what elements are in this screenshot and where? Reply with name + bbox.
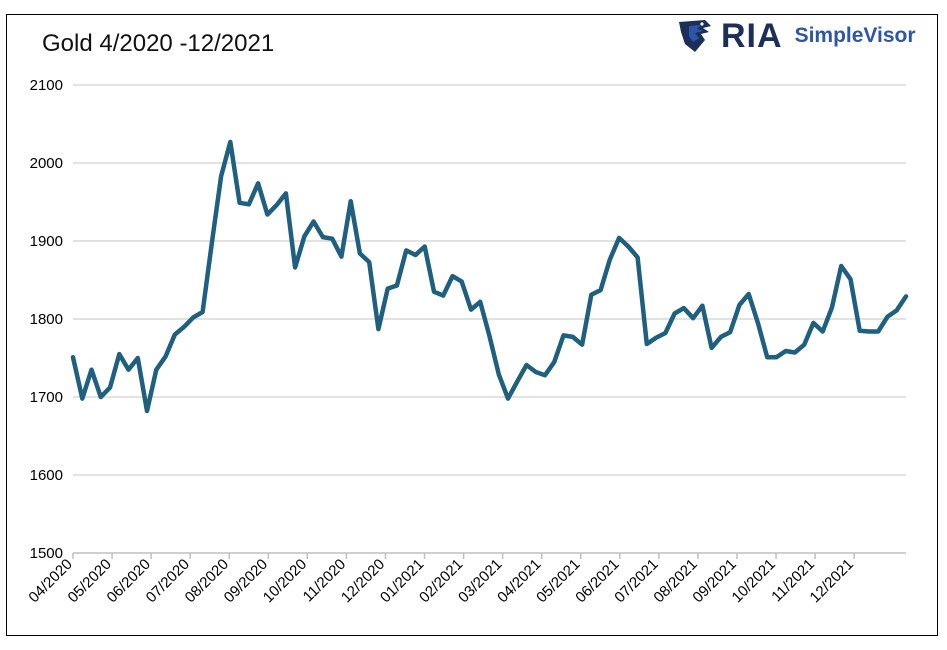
y-tick-label: 1600 [30, 467, 63, 484]
y-tick-label: 2100 [30, 77, 63, 94]
chart-title: Gold 4/2020 -12/2021 [42, 30, 275, 57]
y-tick-label: 1900 [30, 233, 63, 250]
y-tick-label: 2000 [30, 155, 63, 172]
eagle-shield-icon [679, 20, 711, 52]
ria-logo: RIA SimpleVisor [675, 16, 916, 56]
y-tick-label: 1500 [30, 545, 63, 562]
logo-simplevisor-text: SimpleVisor [794, 24, 916, 47]
x-tick-label: 12/2021 [807, 556, 857, 606]
y-tick-label: 1800 [30, 311, 63, 328]
y-tick-label: 1700 [30, 389, 63, 406]
x-tick-label: 10/2020 [260, 556, 310, 606]
logo-ria-text: RIA [721, 16, 783, 55]
chart-frame [6, 14, 938, 636]
series-line-gold-price [70, 139, 909, 414]
x-tick-label: 10/2021 [729, 556, 779, 606]
